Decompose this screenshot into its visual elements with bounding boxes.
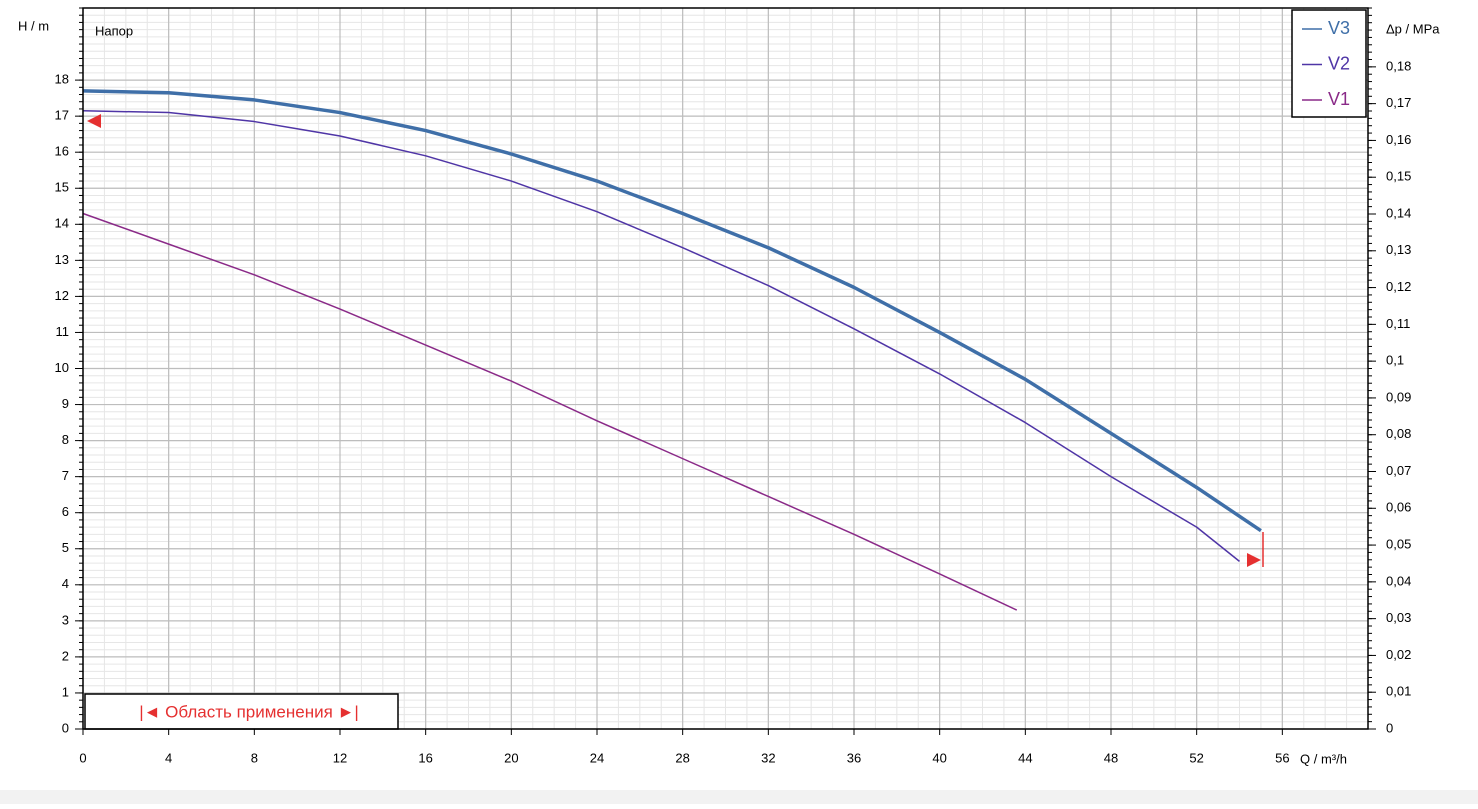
x-tick-label: 20 [504, 750, 518, 765]
y2-tick-label: 0,18 [1386, 58, 1411, 73]
y-tick-label: 6 [62, 504, 69, 519]
range-annotation: |◄ Область применения ►| [139, 702, 359, 721]
y2-tick-label: 0,09 [1386, 389, 1411, 404]
plot [82, 89, 1262, 611]
chart-title: Напор [95, 23, 133, 38]
y-tick-label: 8 [62, 432, 69, 447]
y2-tick-label: 0,06 [1386, 500, 1411, 515]
grid [82, 7, 1369, 730]
y2-tick-label: 0,02 [1386, 647, 1411, 662]
x-axis-label: Q / m³/h [1300, 751, 1347, 766]
y-tick-label: 17 [55, 108, 69, 123]
y2-axis-label: Δp / MPa [1386, 21, 1440, 36]
x-tick-label: 32 [761, 750, 775, 765]
y-tick-label: 5 [62, 540, 69, 555]
y2-tick-label: 0,16 [1386, 132, 1411, 147]
y2-tick-label: 0,04 [1386, 573, 1411, 588]
x-tick-label: 52 [1189, 750, 1203, 765]
x-tick-label: 40 [932, 750, 946, 765]
y2-tick-label: 0,01 [1386, 684, 1411, 699]
y-axis-label: H / m [18, 18, 49, 33]
x-tick-label: 36 [847, 750, 861, 765]
y2-tick-label: 0,07 [1386, 463, 1411, 478]
x-tick-label: 44 [1018, 750, 1032, 765]
y-tick-label: 10 [55, 360, 69, 375]
y2-tick-label: 0,14 [1386, 205, 1411, 220]
y-tick-label: 1 [62, 684, 69, 699]
x-tick-label: 28 [675, 750, 689, 765]
y-tick-label: 9 [62, 396, 69, 411]
y-tick-label: 13 [55, 252, 69, 267]
y-tick-label: 0 [62, 720, 69, 735]
series-line [82, 212, 1018, 611]
x-tick-label: 16 [418, 750, 432, 765]
y-tick-label: 18 [55, 72, 69, 87]
y2-tick-label: 0,1 [1386, 353, 1404, 368]
y2-tick-label: 0 [1386, 720, 1393, 735]
y-tick-label: 2 [62, 648, 69, 663]
y2-tick-label: 0,08 [1386, 426, 1411, 441]
footer-strip [0, 790, 1478, 804]
y2-tick-label: 0,17 [1386, 95, 1411, 110]
x-tick-label: 56 [1275, 750, 1289, 765]
series-line [82, 109, 1240, 562]
y-tick-label: 14 [55, 216, 69, 231]
x-tick-label: 8 [251, 750, 258, 765]
y2-tick-label: 0,13 [1386, 242, 1411, 257]
series-line [82, 89, 1262, 533]
y2-tick-label: 0,11 [1386, 316, 1410, 331]
y2-tick-label: 0,15 [1386, 169, 1411, 184]
y-tick-label: 4 [62, 576, 69, 591]
x-tick-label: 0 [79, 750, 86, 765]
y-tick-label: 3 [62, 612, 69, 627]
y2-tick-label: 0,03 [1386, 610, 1411, 625]
x-tick-label: 12 [333, 750, 347, 765]
x-tick-label: 24 [590, 750, 604, 765]
y-tick-label: 16 [55, 144, 69, 159]
y2-tick-label: 0,12 [1386, 279, 1411, 294]
range-end-marker [1247, 553, 1261, 567]
x-tick-label: 4 [165, 750, 172, 765]
legend-label: V2 [1328, 53, 1350, 73]
range-start-marker [87, 114, 101, 128]
y-tick-label: 7 [62, 468, 69, 483]
legend-label: V1 [1328, 89, 1350, 109]
y2-tick-label: 0,05 [1386, 537, 1411, 552]
y-tick-label: 15 [55, 180, 69, 195]
legend-label: V3 [1328, 18, 1350, 38]
legend [1291, 9, 1367, 118]
y-tick-label: 11 [56, 324, 70, 339]
y-tick-label: 12 [55, 288, 69, 303]
range-box [84, 693, 399, 730]
x-tick-label: 48 [1104, 750, 1118, 765]
